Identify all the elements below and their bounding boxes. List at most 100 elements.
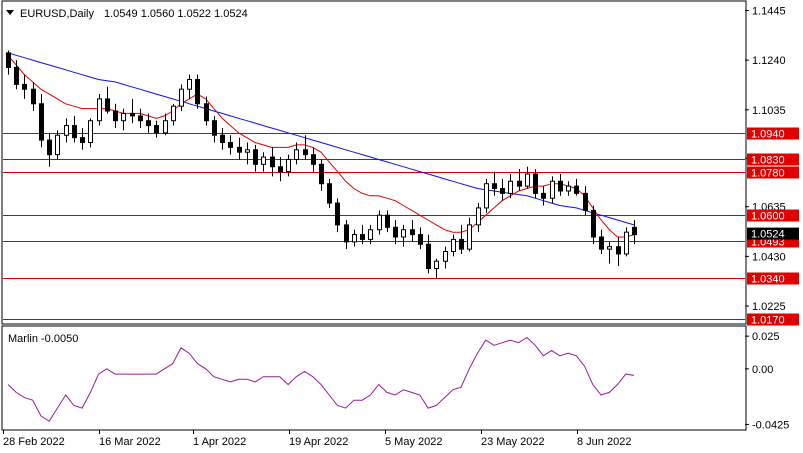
candle-bull (467, 224, 472, 250)
candle-bear (591, 209, 596, 238)
candle-bear (6, 52, 11, 68)
level-label: 1.0600 (751, 211, 785, 223)
candle-bull (550, 180, 555, 199)
indicator-label: Marlin -0.0050 (8, 333, 78, 345)
candle-bull (179, 88, 184, 107)
candle-bear (558, 180, 563, 192)
candle-bear (39, 103, 44, 141)
candle-bear (80, 137, 85, 144)
level-label-bg (747, 127, 799, 140)
candle-bear (599, 236, 604, 250)
level-label: 1.0940 (751, 129, 785, 141)
candle-bear (146, 120, 151, 127)
candle-bull (451, 238, 456, 253)
candle-bull (624, 231, 629, 255)
indicator-axis: 0.025 0.00 -0.0425 (745, 331, 789, 431)
candle-bull (171, 105, 176, 122)
level-label-bg (747, 272, 799, 285)
date-tick-label: 1 Apr 2022 (193, 436, 246, 448)
price-tick-label: 1.0225 (752, 301, 786, 313)
candle-bear (426, 243, 431, 269)
ma-fast-line (7, 54, 635, 238)
candle-bear (303, 149, 308, 156)
indicator-tick-label: 0.00 (752, 364, 773, 376)
candle-bear (204, 103, 209, 122)
candle-bull (97, 98, 102, 122)
candle-bull (286, 158, 291, 173)
candle-bull (508, 180, 513, 194)
date-tick-label: 23 May 2022 (481, 436, 545, 448)
candle-bear (335, 202, 340, 226)
candle-bear (31, 88, 36, 105)
candle-bear (385, 214, 390, 228)
level-labels: 1.09401.08301.07801.06001.04931.03401.01… (747, 127, 799, 327)
level-label: 1.0340 (751, 274, 785, 286)
price-tick-label: 1.1035 (752, 105, 786, 117)
date-tick-label: 19 Apr 2022 (289, 436, 348, 448)
candle-bear (541, 192, 546, 199)
candle-bear (574, 185, 579, 194)
candle-bear (113, 110, 118, 122)
candle-bear (130, 112, 135, 117)
price-tick-label: 1.0430 (752, 251, 786, 263)
candle-bull (245, 149, 250, 153)
candle-bear (344, 224, 349, 243)
candle-bull (443, 251, 448, 262)
candle-bear (14, 66, 19, 85)
candle-bull (434, 260, 439, 269)
candle-bear (500, 188, 505, 194)
candle-bear (517, 180, 522, 187)
candle-bear (270, 156, 275, 168)
date-tick-label: 8 Jun 2022 (577, 436, 631, 448)
chart-ohlc: 1.0549 1.0560 1.0522 1.0524 (104, 8, 248, 20)
candle-bull (566, 185, 571, 192)
current-price-label: 1.0524 (751, 229, 785, 241)
candle-bear (583, 192, 588, 211)
candle-bear (492, 183, 497, 190)
ma-slow-line (7, 52, 635, 226)
date-tick-label: 16 Mar 2022 (99, 436, 161, 448)
dropdown-triangle-icon[interactable] (6, 10, 14, 15)
candle-bear (410, 229, 415, 236)
level-label-bg (747, 153, 799, 166)
candle-bull (368, 229, 373, 240)
indicator-pane[interactable] (1, 325, 747, 431)
price-pane[interactable] (1, 0, 747, 325)
candle-bull (607, 246, 612, 250)
date-axis: 28 Feb 2022 16 Mar 2022 1 Apr 2022 19 Apr 2… (3, 430, 631, 448)
chart-symbol-period: EURUSD,Daily (20, 8, 94, 20)
candle-bull (88, 120, 93, 144)
date-tick-label: 28 Feb 2022 (3, 436, 65, 448)
candle-bull (525, 173, 530, 187)
candle-bear (327, 183, 332, 204)
candle-bull (261, 156, 266, 165)
candle-bear (253, 149, 258, 165)
candle-bear (228, 142, 233, 148)
candlesticks (6, 50, 637, 279)
indicator-tick-label: -0.0425 (752, 419, 789, 431)
level-label: 1.0780 (751, 168, 785, 180)
level-label-bg (747, 209, 799, 222)
candle-bull (121, 112, 126, 122)
candle-bear (195, 79, 200, 105)
level-label: 1.0830 (751, 155, 785, 167)
candle-bear (632, 226, 637, 236)
candle-bear (237, 146, 242, 153)
candle-bear (393, 226, 398, 238)
candle-bear (138, 115, 143, 122)
candle-bull (294, 149, 299, 160)
candle-bear (360, 234, 365, 240)
candle-bear (459, 238, 464, 250)
candle-bear (616, 246, 621, 255)
date-tick-label: 5 May 2022 (385, 436, 442, 448)
candle-bull (377, 214, 382, 231)
indicator-line (7, 336, 635, 422)
price-tick-label: 1.1240 (752, 55, 786, 67)
candle-bear (212, 120, 217, 136)
candle-bear (72, 125, 77, 139)
horizontal-levels (3, 133, 745, 320)
candle-bear (319, 163, 324, 185)
candle-bear (22, 83, 27, 90)
